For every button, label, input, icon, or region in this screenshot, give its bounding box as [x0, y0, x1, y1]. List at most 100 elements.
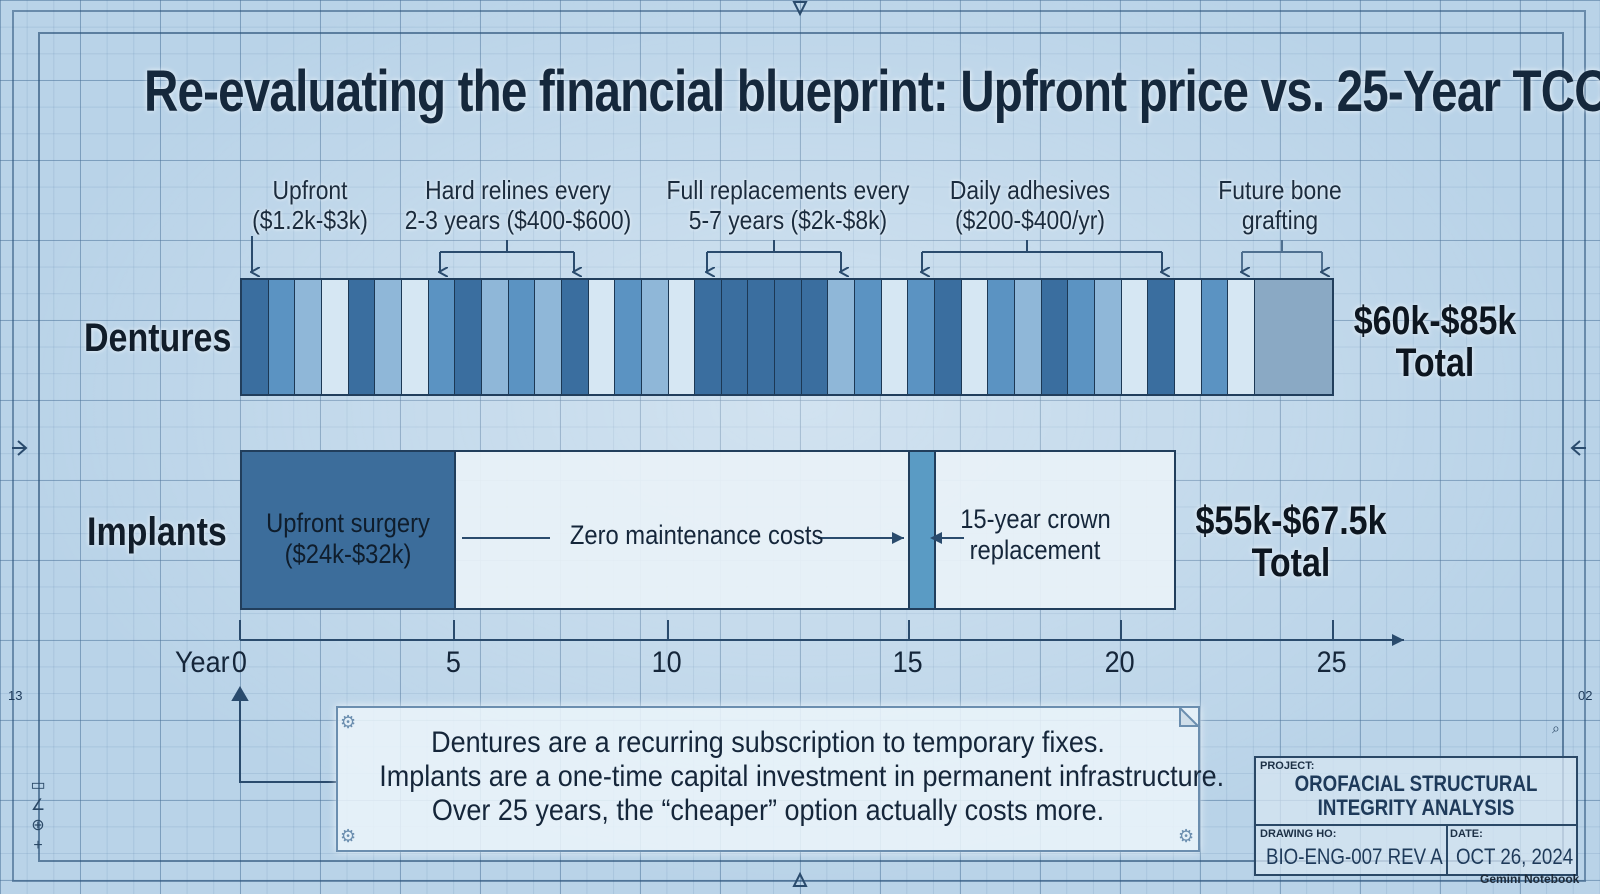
- denture-cost-segment: [801, 280, 829, 394]
- target-icon[interactable]: ⊕: [31, 817, 45, 834]
- gear-icon: ⚙: [1178, 826, 1195, 846]
- crown-line1: 15-year crown: [960, 504, 1111, 534]
- date-label: DATE:: [1450, 828, 1483, 840]
- tick-15: 15: [892, 646, 923, 679]
- annotation-bone-grafting-line2: grafting: [1241, 205, 1319, 235]
- denture-cost-segment: [1041, 280, 1069, 394]
- denture-cost-segment: [908, 280, 936, 394]
- tick-10: 10: [651, 646, 682, 679]
- denture-cost-segment: [668, 280, 696, 394]
- crown-line2: replacement: [969, 535, 1101, 565]
- annotation-upfront-line2: ($1.2k-$3k): [252, 205, 368, 235]
- page-title: Re-evaluating the financial blueprint: U…: [144, 59, 1600, 124]
- callout-fold-corner: [1179, 706, 1201, 727]
- callout-line2: Implants are a one-time capital investme…: [379, 760, 1225, 793]
- denture-cost-segment: [1015, 280, 1042, 394]
- denture-cost-segment: [1174, 280, 1202, 394]
- callout-line3: Over 25 years, the “cheaper” option actu…: [431, 794, 1105, 827]
- annotation-replacements: Full replacements every 5-7 years ($2k-$…: [665, 175, 911, 235]
- implants-total-label: Total: [1251, 541, 1331, 585]
- denture-cost-segment: [748, 280, 776, 394]
- implants-total: $55k-$67.5k Total: [1195, 500, 1387, 584]
- annotation-adhesives-line2: ($200-$400/yr): [954, 205, 1106, 235]
- denture-cost-segment: [721, 280, 749, 394]
- implant-crown-segment: [934, 450, 1176, 610]
- title-block-divider: [1256, 824, 1576, 826]
- denture-cost-segment: [348, 280, 376, 394]
- denture-cost-segment: [535, 280, 562, 394]
- annotation-relines-line2: 2-3 years ($400-$600): [404, 205, 632, 235]
- denture-cost-segment: [455, 280, 482, 394]
- maintenance-arrows: [462, 532, 904, 544]
- denture-cost-segment: [988, 280, 1016, 394]
- surgery-line1: Upfront surgery: [266, 508, 430, 538]
- summary-callout: [336, 706, 1200, 852]
- denture-cost-segment: [268, 280, 296, 394]
- annotation-upfront-line1: Upfront: [272, 175, 348, 205]
- denture-cost-segment: [1201, 280, 1229, 394]
- denture-cost-segment: [1148, 280, 1175, 394]
- frame-icon[interactable]: ▭: [30, 777, 46, 794]
- plus-icon[interactable]: +: [33, 837, 43, 854]
- denture-cost-segment: [481, 280, 509, 394]
- callout-line1: Dentures are a recurring subscription to…: [431, 726, 1105, 759]
- tick-20: 20: [1104, 646, 1135, 679]
- annotation-relines-line1: Hard relines every: [425, 175, 611, 205]
- drawing-title-block: PROJECT: OROFACIAL STRUCTURAL INTEGRITY …: [1254, 756, 1578, 876]
- left-sheet-mark: 13: [8, 688, 23, 703]
- crown-arrow: [930, 532, 964, 544]
- denture-cost-segment: [935, 280, 962, 394]
- denture-cost-segment: [561, 280, 589, 394]
- denture-cost-segment: [321, 280, 349, 394]
- project-label: PROJECT:: [1260, 760, 1315, 772]
- implant-surgery-segment: [240, 450, 456, 610]
- zoom-icon[interactable]: ⌕: [1552, 720, 1560, 736]
- tick-25: 25: [1316, 646, 1347, 679]
- annotation-bone-grafting: Future bone grafting: [1210, 175, 1351, 235]
- implants-label: Implants: [87, 510, 227, 554]
- project-name: OROFACIAL STRUCTURAL INTEGRITY ANALYSIS: [1280, 772, 1552, 820]
- right-sheet-mark: 02: [1578, 688, 1593, 703]
- watermark-text: Gemini Notebook: [1480, 872, 1580, 886]
- denture-cost-segment: [1095, 280, 1122, 394]
- denture-cost-segment: [428, 280, 456, 394]
- implant-maintenance-segment: [454, 450, 910, 610]
- maintenance-text: Zero maintenance costs: [569, 520, 824, 550]
- title-block-divider: [1446, 824, 1448, 876]
- surgery-line2: ($24k-$32k): [284, 539, 412, 569]
- denture-cost-segment: [295, 280, 322, 394]
- denture-cost-segment: [828, 280, 856, 394]
- dentures-total-amount: $60k-$85k: [1353, 299, 1517, 343]
- denture-cost-segment: [855, 280, 882, 394]
- denture-cost-segment: [1228, 280, 1255, 394]
- denture-cost-segment: [1068, 280, 1095, 394]
- annotation-relines: Hard relines every 2-3 years ($400-$600): [404, 175, 633, 235]
- dentures-label: Dentures: [84, 316, 232, 360]
- denture-cost-segment: [1254, 280, 1332, 394]
- tick-5: 5: [445, 646, 461, 679]
- annotation-upfront: Upfront ($1.2k-$3k): [248, 175, 371, 235]
- denture-cost-segment: [881, 280, 909, 394]
- tick-0: 0: [231, 646, 247, 679]
- denture-cost-segment: [508, 280, 536, 394]
- gear-icon: ⚙: [340, 712, 357, 732]
- gear-icon: ⚙: [340, 826, 357, 846]
- denture-cost-segment: [1121, 280, 1149, 394]
- axis-prefix: Year: [175, 646, 230, 679]
- project-name-line2: INTEGRITY ANALYSIS: [1317, 795, 1515, 820]
- annotation-replacements-line2: 5-7 years ($2k-$8k): [688, 205, 888, 235]
- denture-cost-segment: [961, 280, 989, 394]
- drawing-number: BIO-ENG-007 REV A: [1266, 844, 1443, 869]
- denture-cost-segment: [242, 280, 269, 394]
- implants-total-amount: $55k-$67.5k: [1195, 499, 1387, 543]
- denture-cost-segment: [588, 280, 616, 394]
- annotation-adhesives-line1: Daily adhesives: [949, 175, 1111, 205]
- dentures-total-label: Total: [1395, 341, 1475, 385]
- angle-icon[interactable]: ∠: [30, 797, 46, 814]
- denture-cost-segment: [641, 280, 669, 394]
- crown-text: 15-year crown replacement: [960, 504, 1111, 566]
- denture-cost-segment: [615, 280, 642, 394]
- denture-cost-segment: [775, 280, 802, 394]
- drawing-label: DRAWING HO:: [1260, 828, 1337, 840]
